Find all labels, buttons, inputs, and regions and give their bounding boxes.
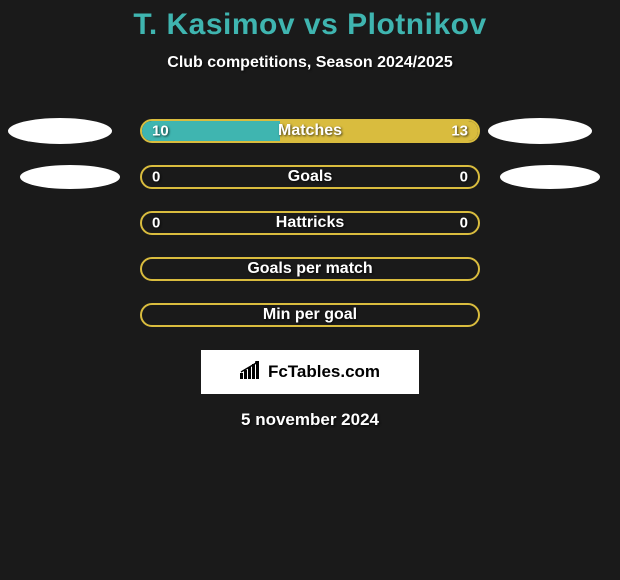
stat-bar: Goals 0 0 [140, 165, 480, 189]
player1-name: T. Kasimov [133, 8, 295, 41]
stat-bar: Hattricks 0 0 [140, 211, 480, 235]
stat-label: Min per goal [263, 306, 357, 324]
stat-value-player2: 0 [460, 169, 468, 186]
stat-value-player2: 13 [451, 123, 468, 140]
stat-bar: Min per goal [140, 303, 480, 327]
comparison-infographic: T. Kasimov vs Plotnikov Club competition… [0, 0, 620, 580]
stat-bar: Goals per match [140, 257, 480, 281]
stat-label: Matches [278, 122, 342, 140]
player2-badge-ellipse [500, 165, 600, 189]
player2-name: Plotnikov [347, 8, 487, 41]
stat-row: Goals per match [0, 246, 620, 292]
stat-rows: Matches 10 13 Goals 0 0 Hattricks 0 0 Goals per m… [0, 108, 620, 338]
stat-label: Goals [288, 168, 332, 186]
vs-separator: vs [304, 8, 338, 41]
chart-bars-icon [240, 361, 262, 384]
stat-row: Matches 10 13 [0, 108, 620, 154]
stat-row: Goals 0 0 [0, 154, 620, 200]
stat-value-player1: 10 [152, 123, 169, 140]
page-title: T. Kasimov vs Plotnikov [0, 8, 620, 42]
stat-row: Min per goal [0, 292, 620, 338]
subtitle: Club competitions, Season 2024/2025 [0, 54, 620, 72]
stat-bar: Matches 10 13 [140, 119, 480, 143]
player1-badge-ellipse [20, 165, 120, 189]
stat-label: Goals per match [247, 260, 372, 278]
logo-box: FcTables.com [201, 350, 419, 394]
stat-value-player1: 0 [152, 215, 160, 232]
logo-text: FcTables.com [268, 362, 380, 382]
date-text: 5 november 2024 [0, 410, 620, 430]
stat-label: Hattricks [276, 214, 344, 232]
stat-row: Hattricks 0 0 [0, 200, 620, 246]
stat-value-player2: 0 [460, 215, 468, 232]
player1-badge-ellipse [8, 118, 112, 144]
player2-badge-ellipse [488, 118, 592, 144]
stat-value-player1: 0 [152, 169, 160, 186]
